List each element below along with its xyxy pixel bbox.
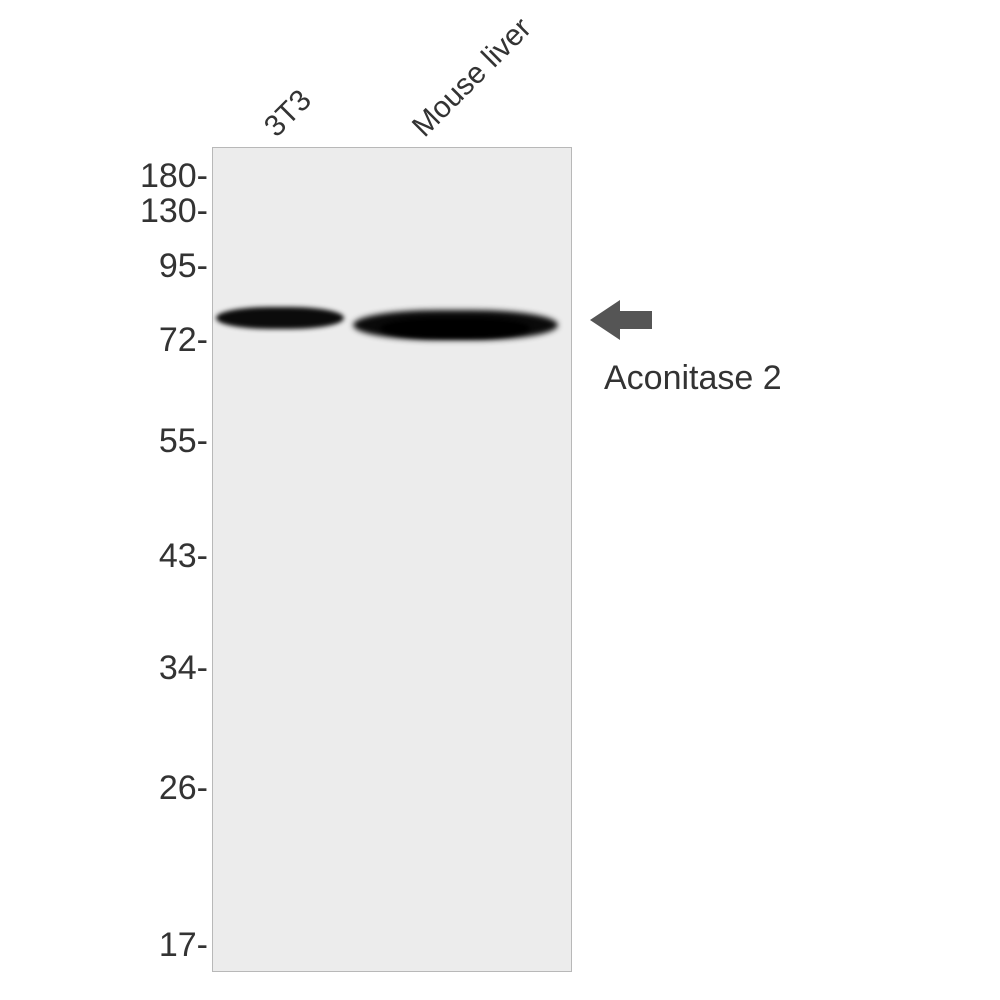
- marker-26: 26-: [68, 769, 208, 808]
- marker-72: 72-: [68, 321, 208, 360]
- target-protein-label: Aconitase 2: [604, 359, 782, 398]
- marker-180: 180-: [68, 157, 208, 196]
- arrow-head-icon: [590, 300, 620, 340]
- band-lane1: [216, 307, 344, 329]
- marker-55: 55-: [68, 422, 208, 461]
- lane-label-1: 3T3: [258, 83, 319, 144]
- marker-130: 130-: [68, 192, 208, 231]
- lane-label-2: Mouse liver: [406, 11, 539, 144]
- marker-95: 95-: [68, 247, 208, 286]
- marker-43: 43-: [68, 537, 208, 576]
- arrow-shaft: [620, 311, 652, 329]
- target-arrow: [590, 300, 652, 340]
- band-lane2-inner: [380, 318, 530, 338]
- marker-34: 34-: [68, 649, 208, 688]
- marker-17: 17-: [68, 926, 208, 965]
- western-blot-figure: 3T3 Mouse liver 180- 130- 95- 72- 55- 43…: [0, 0, 1000, 1000]
- blot-membrane: [212, 147, 572, 972]
